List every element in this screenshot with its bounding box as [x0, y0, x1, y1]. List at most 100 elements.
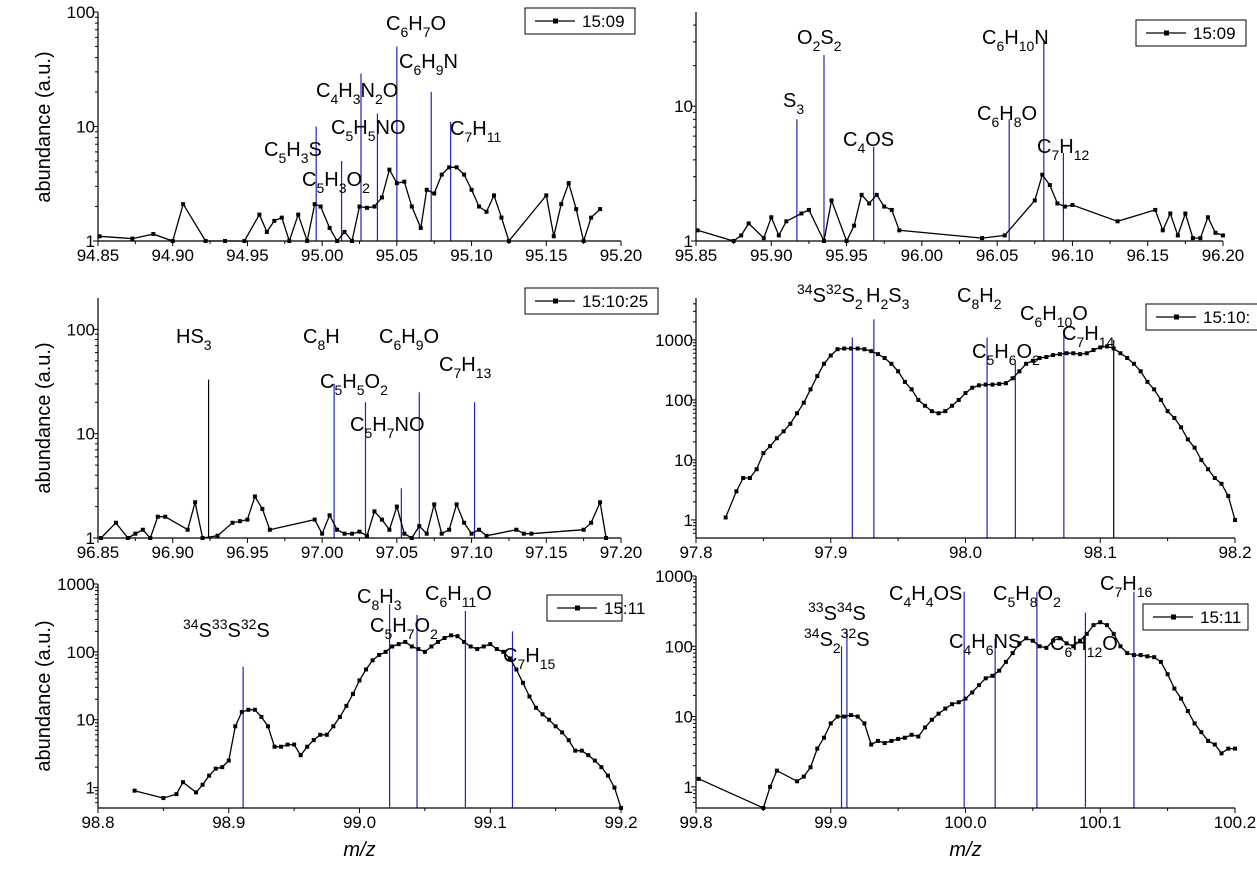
data-point [889, 361, 894, 366]
data-point [402, 531, 407, 536]
data-point [1091, 347, 1096, 352]
peak-annotation: C5H5O2 [320, 371, 388, 398]
data-point [403, 639, 408, 644]
data-point [484, 533, 489, 538]
data-point [768, 784, 773, 789]
data-point [589, 215, 594, 220]
y-tick-label: 1000 [655, 567, 693, 586]
data-point [1010, 376, 1015, 381]
data-point [835, 714, 840, 719]
data-point [469, 187, 474, 192]
data-point [566, 181, 571, 186]
data-point [1198, 236, 1203, 241]
data-point [1219, 751, 1224, 756]
data-point [279, 744, 284, 749]
data-point [455, 634, 460, 639]
data-point [435, 639, 440, 644]
data-point [447, 165, 452, 170]
data-series [132, 633, 623, 810]
data-point [956, 397, 961, 402]
y-tick-label: 10 [674, 451, 693, 470]
y-tick-label: 100 [665, 637, 693, 656]
y-tick-label: 10 [674, 708, 693, 727]
data-point [983, 382, 988, 387]
peak-annotation: C7H11 [450, 118, 501, 145]
data-point [592, 758, 597, 763]
x-tick-label: 94.95 [226, 246, 269, 265]
data-point [279, 215, 284, 220]
data-point [264, 229, 269, 234]
data-point [298, 753, 303, 758]
data-point [1032, 198, 1037, 203]
data-point [379, 517, 384, 522]
data-point [806, 207, 811, 212]
data-point [581, 527, 586, 532]
data-point [599, 765, 604, 770]
x-tick-label: 97.20 [600, 543, 643, 562]
data-point [379, 195, 384, 200]
y-tick-label: 1 [684, 778, 693, 797]
data-point [1226, 746, 1231, 751]
data-point [312, 202, 317, 207]
data-point [260, 506, 265, 511]
data-point [990, 673, 995, 678]
x-tick-label: 100.2 [1214, 813, 1257, 832]
data-point [768, 444, 773, 449]
x-tick-label: 96.20 [1202, 246, 1245, 265]
data-point [1138, 369, 1143, 374]
data-point [1064, 351, 1069, 356]
data-point [980, 236, 985, 241]
data-point [1213, 230, 1218, 235]
legend-label: 15:11 [604, 599, 645, 618]
data-point [963, 391, 968, 396]
data-point [1158, 397, 1163, 402]
x-tick-label: 95.10 [450, 246, 493, 265]
x-tick-label: 95.95 [825, 246, 868, 265]
data-point [477, 204, 482, 209]
x-tick-label: 97.9 [814, 543, 847, 562]
data-point [1071, 644, 1076, 649]
legend-label: 15:10:25 [582, 292, 648, 311]
data-point [272, 744, 277, 749]
peak-annotation: C6H10O [1020, 303, 1088, 330]
data-point [754, 467, 759, 472]
peak-annotation: C7H14 [1062, 323, 1114, 350]
data-point [246, 707, 251, 712]
data-point [784, 219, 789, 224]
data-point [1125, 356, 1130, 360]
data-point [1185, 708, 1190, 713]
series-line [724, 345, 1236, 521]
peak-annotation: C5H3O2 [302, 169, 370, 196]
data-point [1017, 641, 1022, 646]
data-point [491, 193, 496, 198]
data-point [267, 527, 272, 532]
data-point [808, 387, 813, 392]
data-point [163, 514, 168, 519]
data-point [822, 361, 827, 366]
peak-annotation: C5H8O2 [993, 583, 1061, 610]
data-point [734, 489, 739, 494]
data-point [387, 527, 392, 532]
data-point [551, 234, 556, 239]
series-line [134, 634, 622, 809]
data-point [1165, 409, 1170, 414]
x-tick-label: 96.05 [976, 246, 1019, 265]
data-point [799, 211, 804, 216]
peak-annotation: C7H12 [1037, 136, 1089, 163]
data-point [387, 167, 392, 172]
series-line [99, 166, 601, 243]
data-point [1226, 494, 1231, 499]
data-point [897, 228, 902, 233]
x-tick-label: 98.0 [949, 543, 982, 562]
data-point [1179, 696, 1184, 701]
data-point [113, 520, 118, 525]
data-point [418, 225, 423, 230]
data-point [848, 713, 853, 718]
data-point [226, 758, 231, 763]
data-point [696, 776, 701, 781]
data-point [337, 714, 342, 719]
data-point [769, 215, 774, 220]
data-point [1172, 416, 1177, 420]
x-tick-label: 99.8 [679, 813, 712, 832]
data-point [1091, 623, 1096, 628]
